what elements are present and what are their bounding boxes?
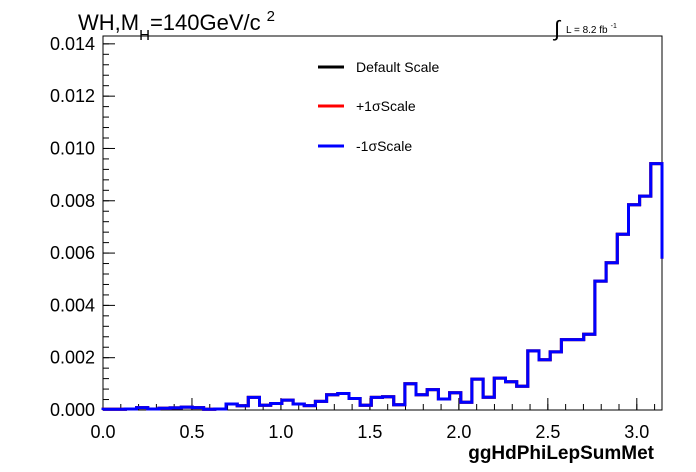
x-tick-label: 0.5	[179, 422, 204, 442]
title-superscript: 2	[267, 8, 275, 25]
lumi-label: L = 8.2 fb -1	[566, 23, 617, 36]
y-tick-label: 0.010	[50, 138, 95, 158]
legend-label-plus1sigma: +1σScale	[356, 98, 416, 114]
y-tick-label: 0.004	[50, 295, 95, 315]
title-rest: =140GeV/c	[150, 10, 261, 35]
x-tick-label: 2.0	[446, 422, 471, 442]
y-tick-label: 0.014	[50, 34, 95, 54]
legend-label-default: Default Scale	[356, 59, 439, 75]
x-axis: 0.0 0.5 1.0 1.5 2.0 2.5 3.0	[90, 398, 656, 442]
x-tick-label: 1.5	[357, 422, 382, 442]
series-group	[101, 162, 664, 411]
legend: Default Scale +1σScale -1σScale	[318, 59, 439, 154]
y-tick-label: 0.006	[50, 243, 95, 263]
x-tick-label: 1.0	[268, 422, 293, 442]
legend-label-minus1sigma: -1σScale	[356, 138, 412, 154]
y-axis: 0.000 0.002 0.004 0.006 0.008 0.010 0.012 0.014	[50, 34, 115, 420]
x-tick-label: 0.0	[90, 422, 115, 442]
lumi-text: L = 8.2 fb	[566, 25, 608, 36]
title-main: WH,M	[78, 10, 139, 35]
y-tick-label: 0.002	[50, 348, 95, 368]
series-line-2	[101, 162, 664, 411]
y-tick-label: 0.008	[50, 191, 95, 211]
y-tick-label: 0.012	[50, 86, 95, 106]
x-tick-label: 3.0	[624, 422, 649, 442]
lumi-integral-symbol: ∫	[552, 16, 562, 41]
x-tick-label: 2.5	[535, 422, 560, 442]
y-tick-label: 0.000	[50, 400, 95, 420]
lumi-superscript: -1	[611, 23, 617, 30]
x-axis-title: ggHdPhiLepSumMet	[468, 443, 654, 464]
